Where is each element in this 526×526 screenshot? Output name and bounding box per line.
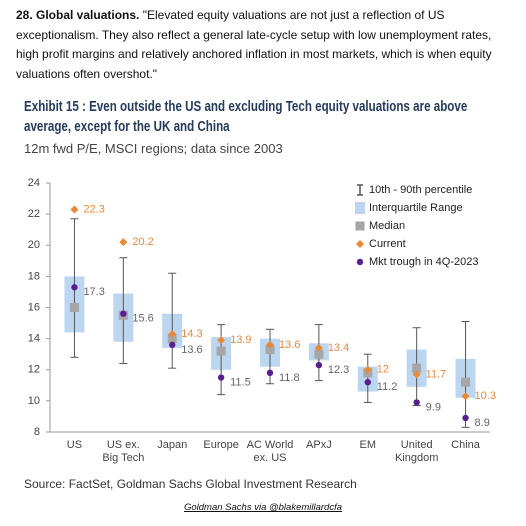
- median: [314, 349, 324, 359]
- x-tick-label: US: [67, 439, 82, 451]
- source: Source: FactSet, Goldman Sachs Global In…: [24, 477, 357, 491]
- current: [314, 343, 323, 352]
- trough: [120, 310, 127, 317]
- y-tick-label: 14: [28, 333, 40, 345]
- current-label: 10.3: [475, 390, 496, 402]
- median: [167, 334, 177, 344]
- trough-label: 11.2: [377, 381, 398, 393]
- current-label: 13.9: [230, 334, 251, 346]
- legend-symbol: [355, 221, 365, 231]
- legend-label: 10th - 90th percentile: [369, 184, 472, 196]
- trough-label: 15.6: [132, 313, 153, 325]
- current: [266, 340, 274, 349]
- paragraph: 28. Global valuations. "Elevated equity …: [16, 6, 510, 84]
- current: [119, 238, 128, 247]
- current: [217, 336, 226, 345]
- chart-subtitle: 12m fwd P/E, MSCI regions; data since 20…: [24, 141, 283, 156]
- trough: [217, 374, 225, 381]
- y-tick-label: 24: [28, 177, 40, 189]
- trough-label: 12.3: [328, 364, 349, 376]
- y-tick-label: 16: [28, 301, 40, 313]
- trough: [71, 284, 78, 291]
- trough: [169, 341, 176, 349]
- legend-symbol: [356, 240, 364, 248]
- current-label: 11.7: [426, 368, 447, 380]
- median: [265, 345, 275, 355]
- current-label: 13.6: [279, 339, 300, 351]
- legend-label: Current: [369, 238, 406, 250]
- y-tick-label: 12: [28, 364, 40, 376]
- current: [70, 205, 79, 214]
- legend-symbol: [355, 202, 365, 214]
- median: [461, 377, 471, 387]
- median: [216, 346, 226, 356]
- legend-label: Median: [369, 220, 405, 232]
- x-tick-label: AC World: [247, 439, 294, 451]
- x-tick-label: Europe: [203, 439, 238, 451]
- trough-label: 9.9: [426, 401, 441, 413]
- current-label: 22.3: [83, 203, 104, 215]
- trough-label: 11.5: [230, 376, 251, 388]
- current-label: 13.4: [328, 342, 349, 354]
- heading: 28. Global valuations.: [16, 8, 140, 22]
- y-tick-label: 10: [28, 395, 40, 407]
- x-tick-label: China: [451, 439, 481, 451]
- median: [69, 303, 79, 312]
- current: [412, 370, 421, 379]
- current-label: 12: [377, 364, 389, 376]
- trough-label: 11.8: [279, 372, 300, 384]
- footer-link[interactable]: Goldman Sachs via @blakemillardcfa: [183, 502, 343, 513]
- y-tick-label: 18: [28, 270, 40, 282]
- trough: [364, 379, 371, 386]
- trough: [462, 414, 469, 422]
- x-tick-label: ex. US: [253, 452, 286, 464]
- legend-label: Interquartile Range: [369, 202, 463, 214]
- y-tick-label: 22: [28, 208, 40, 220]
- trough: [413, 399, 420, 406]
- current: [461, 392, 470, 401]
- current: [168, 329, 177, 338]
- x-tick-label: APxJ: [306, 439, 332, 451]
- current: [363, 365, 372, 374]
- y-tick-label: 8: [34, 426, 40, 438]
- body-text: "Elevated equity valuations are not just…: [16, 8, 492, 81]
- trough-label: 17.3: [83, 286, 104, 298]
- y-tick-label: 20: [28, 239, 40, 251]
- trough-label: 13.6: [181, 344, 202, 356]
- trough-label: 8.9: [475, 417, 490, 429]
- x-tick-label: Big Tech: [102, 452, 144, 464]
- x-tick-label: US ex.: [107, 439, 140, 451]
- legend-symbol: [356, 258, 364, 266]
- x-tick-label: Japan: [157, 439, 187, 451]
- trough: [315, 361, 323, 369]
- current-label: 20.2: [132, 236, 153, 248]
- chart-title: Exhibit 15 : Even outside the US and exc…: [24, 99, 468, 135]
- x-tick-label: United: [401, 439, 433, 451]
- x-tick-label: EM: [360, 439, 377, 451]
- trough: [266, 369, 274, 377]
- x-tick-label: Kingdom: [395, 452, 438, 464]
- current-label: 14.3: [181, 328, 202, 340]
- median: [412, 363, 422, 373]
- legend-label: Mkt trough in 4Q-2023: [369, 256, 478, 268]
